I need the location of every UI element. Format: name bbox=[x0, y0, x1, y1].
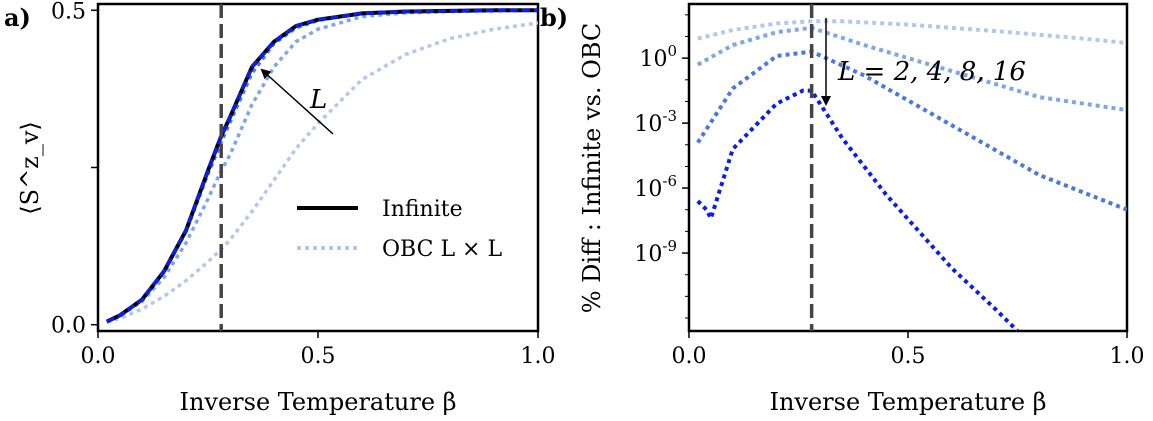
y-tick-label-b: 10-6 bbox=[634, 172, 677, 202]
series-group-b bbox=[696, 4, 1127, 331]
series-line-a-l-16 bbox=[106, 8, 538, 324]
series-line-a-l-2 bbox=[106, 21, 538, 324]
x-tick-label-b: 1.0 bbox=[1110, 344, 1145, 369]
x-axis-title-b: Inverse Temperature β bbox=[769, 388, 1046, 416]
y-axis-title-a: ⟨S^z_v⟩ bbox=[16, 121, 44, 214]
legend-label-infinite: Infinite bbox=[382, 197, 463, 222]
series-group-a bbox=[105, 4, 538, 331]
plot-frame-b bbox=[687, 2, 1129, 333]
l-arrow-label-b: L = 2, 4, 8, 16 bbox=[837, 57, 1026, 87]
x-tick-label-b: 0.0 bbox=[672, 344, 707, 369]
y-tick-label-a: 0.5 bbox=[51, 0, 86, 24]
series-line-b-l-8 bbox=[696, 49, 1127, 212]
legend-label-obc: OBC L × L bbox=[382, 237, 502, 262]
panel-b-label: b) bbox=[540, 3, 568, 32]
series-line-a-l-4 bbox=[106, 8, 538, 324]
x-tick-label-a: 1.0 bbox=[521, 344, 556, 369]
y-axis-title-b: % Diff : Infinite vs. OBC bbox=[578, 23, 606, 314]
plot-frame-a bbox=[96, 2, 540, 333]
x-tick-label-a: 0.0 bbox=[81, 344, 116, 369]
l-arrow-a bbox=[260, 68, 334, 135]
y-tick-label-b: 10-3 bbox=[634, 107, 677, 137]
l-arrow-label-a: L bbox=[309, 85, 327, 115]
y-tick-label-a: 0.0 bbox=[51, 314, 86, 339]
chart-panel-b: 0.0 0.5 1.0 100 10-3 10-6 10-9 Inverse Tempera… bbox=[578, 2, 1145, 416]
x-tick-label-a: 0.5 bbox=[301, 344, 336, 369]
series-line-b-l-2 bbox=[697, 19, 1127, 45]
legend-a: Infinite OBC L × L bbox=[297, 197, 502, 262]
x-axis-title-a: Inverse Temperature β bbox=[179, 388, 456, 416]
panel-a-label: a) bbox=[4, 3, 31, 32]
series-line-a-l-8 bbox=[106, 8, 538, 324]
chart-panel-a: 0.0 0.5 1.0 0.0 0.5 Inverse Temperature β ⟨S… bbox=[16, 0, 556, 416]
y-tick-label-b: 10-9 bbox=[634, 237, 677, 267]
series-line-b-l-16 bbox=[696, 88, 1019, 331]
x-tick-label-b: 0.5 bbox=[891, 344, 926, 369]
y-tick-label-b: 100 bbox=[639, 42, 677, 72]
ticks-a: 0.0 0.5 1.0 0.0 0.5 bbox=[51, 0, 556, 369]
series-line-a-infinite bbox=[105, 8, 538, 324]
